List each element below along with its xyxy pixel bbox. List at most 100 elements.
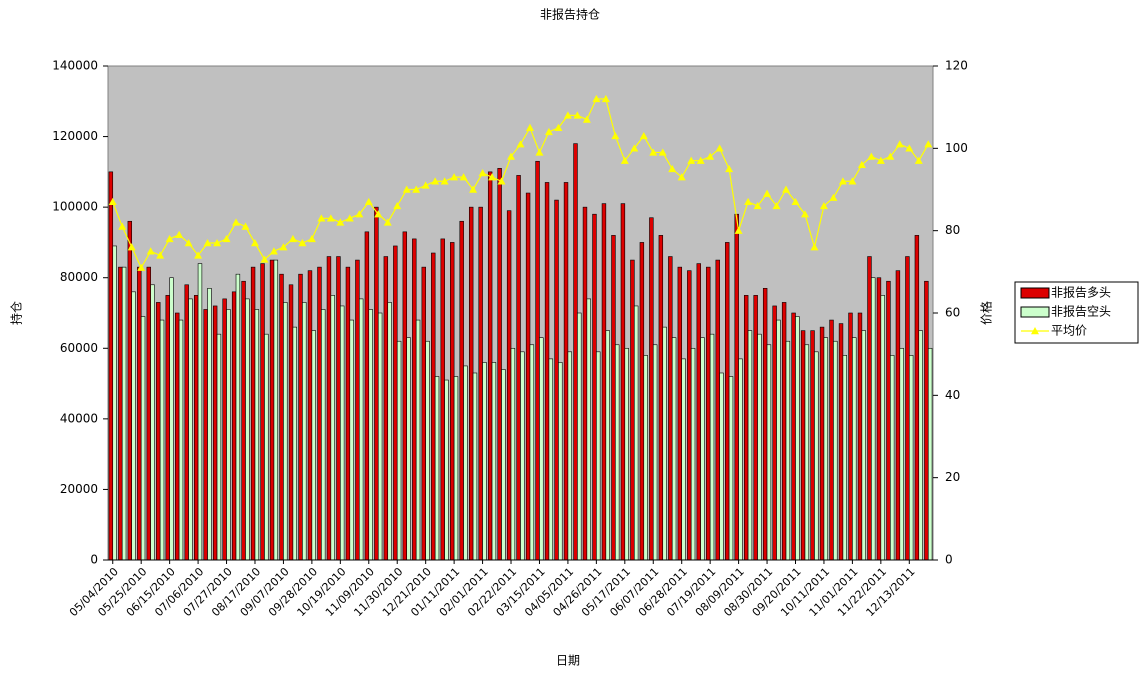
bar	[497, 168, 502, 561]
bar	[662, 326, 667, 561]
marker	[127, 243, 136, 251]
bar	[544, 182, 550, 561]
bar	[800, 330, 806, 561]
marker	[715, 144, 724, 152]
marker	[554, 123, 563, 131]
marker	[364, 197, 373, 206]
marker	[601, 94, 610, 103]
marker	[914, 156, 923, 164]
marker	[421, 181, 430, 189]
bar	[317, 266, 322, 561]
bar	[668, 256, 673, 561]
marker	[725, 164, 734, 173]
bar	[264, 333, 269, 561]
marker	[317, 214, 326, 222]
bar	[175, 312, 180, 561]
bar	[776, 319, 781, 561]
marker	[886, 152, 895, 160]
marker	[516, 140, 525, 148]
bar	[406, 337, 411, 561]
bar	[876, 277, 882, 561]
bar	[260, 263, 265, 561]
bar	[895, 270, 901, 561]
marker	[611, 131, 620, 140]
bar	[848, 312, 853, 561]
marker	[336, 218, 345, 226]
bar	[146, 266, 151, 561]
bar	[487, 171, 493, 561]
bar	[615, 344, 620, 561]
bar	[554, 199, 559, 561]
marker	[800, 210, 809, 218]
marker	[393, 201, 402, 210]
bar	[506, 210, 512, 561]
bar	[127, 220, 133, 561]
bar	[857, 312, 863, 561]
y-tick-label: 40000	[60, 411, 98, 425]
bar	[118, 266, 123, 561]
marker	[440, 177, 449, 185]
marker	[345, 214, 354, 222]
bar	[601, 203, 607, 561]
marker	[649, 148, 658, 156]
bar	[577, 312, 582, 561]
bar	[425, 340, 430, 561]
bar	[307, 270, 313, 561]
y-tick-label: 60000	[60, 341, 98, 355]
bar	[431, 252, 436, 561]
bar	[188, 298, 193, 561]
marker	[298, 239, 307, 247]
bar	[525, 192, 531, 561]
bar	[288, 284, 294, 561]
marker	[288, 234, 297, 243]
bar	[563, 182, 569, 561]
bar	[298, 273, 303, 561]
chart-title: 非报告持仓	[540, 7, 600, 22]
marker	[412, 185, 421, 193]
bar	[652, 344, 658, 561]
marker	[592, 94, 601, 103]
bar	[548, 358, 554, 561]
legend-label: 平均价	[1051, 324, 1087, 338]
bar	[444, 379, 449, 561]
bar	[772, 305, 777, 561]
bar	[193, 295, 199, 561]
marker	[782, 185, 791, 193]
marker	[232, 218, 241, 226]
bar	[690, 347, 696, 561]
marker	[184, 239, 193, 247]
bar	[453, 376, 459, 561]
marker	[677, 173, 686, 181]
y-tick-label: 80000	[60, 270, 98, 284]
bar	[235, 273, 241, 561]
bar	[592, 213, 597, 561]
marker	[668, 164, 677, 173]
bar	[852, 337, 857, 561]
bar	[725, 242, 730, 561]
bar	[700, 337, 705, 561]
bar	[472, 372, 478, 561]
bar	[842, 355, 848, 561]
marker	[118, 222, 127, 230]
marker	[222, 234, 231, 243]
bar	[791, 312, 796, 561]
marker	[355, 210, 364, 218]
bar	[491, 362, 497, 561]
marker	[326, 214, 335, 222]
bar	[440, 238, 445, 561]
bar	[108, 171, 114, 561]
bar	[781, 302, 787, 561]
marker	[744, 197, 753, 206]
bar	[539, 337, 544, 561]
bar	[649, 217, 654, 561]
bar	[459, 220, 464, 561]
marker	[763, 189, 772, 197]
bar	[671, 337, 677, 561]
bar	[355, 259, 360, 561]
bar	[905, 256, 910, 561]
bar	[833, 340, 838, 561]
bar	[611, 235, 616, 561]
bar	[880, 295, 885, 561]
y2-axis-label: 价格	[979, 301, 994, 325]
bar	[899, 347, 904, 561]
